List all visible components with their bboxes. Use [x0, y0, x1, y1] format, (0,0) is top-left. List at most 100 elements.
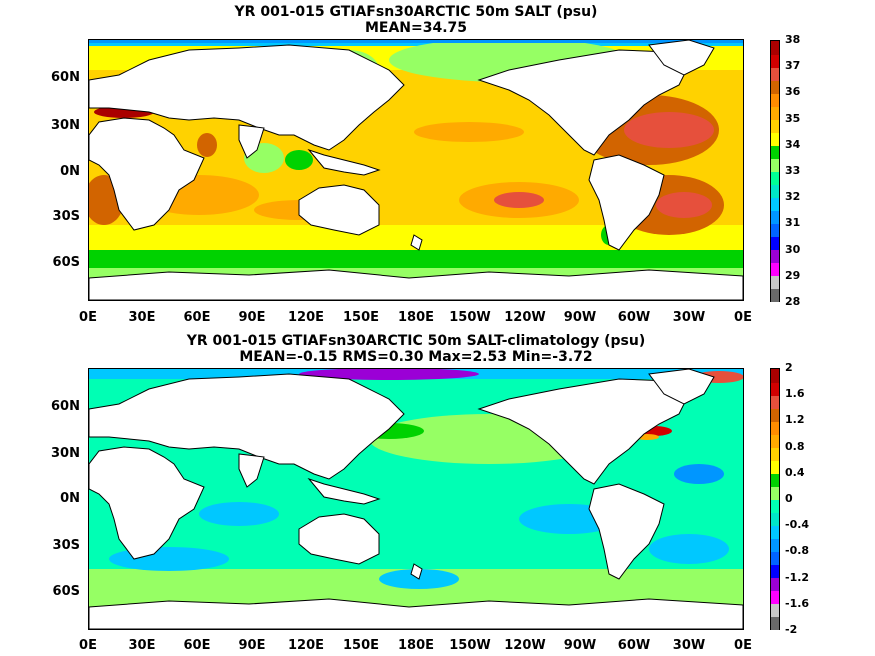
bottom-lon-label: 0E: [734, 638, 752, 653]
top-colorbar-tick: 29: [785, 268, 801, 282]
top-colorbar-tick: 38: [785, 33, 801, 46]
bottom-colorbar-segment: [771, 577, 779, 591]
bottom-lat-60s: 60S: [52, 584, 80, 599]
bottom-colorbar-tick: -2: [785, 623, 798, 636]
bottom-colorbar-segment: [771, 369, 779, 383]
top-lon-label: 0E: [79, 310, 97, 325]
top-colorbar-segment: [771, 210, 779, 224]
bottom-lat-0n: 0N: [60, 491, 80, 506]
top-map-canvas: [89, 40, 743, 300]
bottom-colorbar-tick: 1.6: [785, 387, 805, 401]
bottom-colorbar-tick: -0.8: [785, 544, 810, 558]
bottom-colorbar: [770, 368, 780, 630]
top-lon-label: 150W: [449, 310, 491, 325]
bottom-colorbar-tick: 2: [785, 361, 793, 374]
top-colorbar-tick: 34: [785, 137, 801, 151]
bottom-colorbar-segment: [771, 486, 779, 500]
top-colorbar-tick: 36: [785, 85, 801, 99]
bottom-colorbar-tick: -0.4: [785, 518, 810, 532]
bottom-lon-label: 0E: [79, 638, 97, 653]
top-lon-label: 60W: [617, 310, 651, 325]
top-colorbar-segment: [771, 171, 779, 185]
bottom-colorbar-tick: -1.6: [785, 596, 810, 610]
bottom-colorbar-tick: 0.4: [785, 465, 805, 479]
top-colorbar-tick: 31: [785, 216, 801, 230]
top-colorbar-segment: [771, 288, 779, 302]
bottom-colorbar-segment: [771, 538, 779, 552]
bottom-lon-label: 60E: [183, 638, 211, 653]
top-lat-60s: 60S: [52, 255, 80, 270]
bottom-colorbar-tick: 0.8: [785, 439, 805, 453]
top-colorbar-segment: [771, 262, 779, 276]
top-lat-30n: 30N: [51, 118, 80, 133]
top-lon-label: 150E: [342, 310, 380, 325]
top-lat-60n: 60N: [51, 70, 80, 85]
top-salinity-map: [88, 39, 744, 301]
bottom-lon-label: 180E: [397, 638, 435, 653]
top-lon-label: 120E: [287, 310, 325, 325]
top-colorbar-segment: [771, 132, 779, 146]
top-colorbar-segment: [771, 41, 779, 55]
top-colorbar-segment: [771, 236, 779, 250]
bottom-colorbar-segment: [771, 564, 779, 578]
bottom-colorbar-segment: [771, 473, 779, 487]
bottom-colorbar-segment: [771, 525, 779, 539]
top-lat-30s: 30S: [52, 209, 80, 224]
bottom-map-canvas: [89, 369, 743, 629]
top-colorbar-segment: [771, 223, 779, 237]
bottom-lon-label: 120E: [287, 638, 325, 653]
top-colorbar-segment: [771, 145, 779, 159]
top-colorbar-segment: [771, 119, 779, 133]
top-lat-0n: 0N: [60, 164, 80, 179]
bottom-lon-label: 30W: [672, 638, 706, 653]
bottom-colorbar-tick: 0: [785, 492, 793, 505]
bottom-map-title: YR 001-015 GTIAFsn30ARCTIC 50m SALT-clim…: [186, 333, 646, 349]
bottom-colorbar-tick: -1.2: [785, 570, 810, 584]
bottom-colorbar-segment: [771, 616, 779, 630]
top-colorbar-segment: [771, 93, 779, 107]
top-colorbar-segment: [771, 184, 779, 198]
bottom-colorbar-segment: [771, 408, 779, 422]
top-colorbar-segment: [771, 158, 779, 172]
bottom-colorbar-segment: [771, 603, 779, 617]
bottom-colorbar-segment: [771, 395, 779, 409]
top-colorbar-segment: [771, 106, 779, 120]
top-colorbar-tick: 30: [785, 242, 801, 256]
top-colorbar-segment: [771, 197, 779, 211]
top-lon-label: 120W: [504, 310, 546, 325]
top-lon-label: 0E: [734, 310, 752, 325]
bottom-lon-label: 150E: [342, 638, 380, 653]
top-colorbar-segment: [771, 249, 779, 263]
top-colorbar-segment: [771, 275, 779, 289]
bottom-lon-label: 60W: [617, 638, 651, 653]
top-colorbar: [770, 40, 780, 302]
top-colorbar-segment: [771, 67, 779, 81]
bottom-colorbar-segment: [771, 499, 779, 513]
bottom-lon-label: 90W: [563, 638, 597, 653]
bottom-colorbar-segment: [771, 460, 779, 474]
bottom-colorbar-tick: 1.2: [785, 413, 805, 427]
bottom-map-subtitle: MEAN=-0.15 RMS=0.30 Max=2.53 Min=-3.72: [239, 349, 593, 365]
top-map-subtitle: MEAN=34.75: [364, 20, 468, 36]
top-lon-label: 90W: [563, 310, 597, 325]
bottom-lon-label: 90E: [238, 638, 266, 653]
bottom-lat-30n: 30N: [51, 446, 80, 461]
bottom-colorbar-segment: [771, 447, 779, 461]
bottom-lon-label: 120W: [504, 638, 546, 653]
top-colorbar-tick: 37: [785, 59, 801, 73]
bottom-colorbar-segment: [771, 421, 779, 435]
top-colorbar-tick: 33: [785, 164, 801, 177]
bottom-colorbar-segment: [771, 590, 779, 604]
bottom-lon-label: 150W: [449, 638, 491, 653]
top-map-title: YR 001-015 GTIAFsn30ARCTIC 50m SALT (psu…: [234, 4, 598, 20]
top-colorbar-tick: 35: [785, 111, 801, 125]
bottom-colorbar-segment: [771, 434, 779, 448]
bottom-lat-60n: 60N: [51, 399, 80, 414]
bottom-lat-30s: 30S: [52, 538, 80, 553]
top-lon-label: 180E: [397, 310, 435, 325]
top-colorbar-segment: [771, 80, 779, 94]
bottom-lon-label: 30E: [128, 638, 156, 653]
top-colorbar-tick: 28: [785, 295, 801, 308]
top-lon-label: 30W: [672, 310, 706, 325]
bottom-anomaly-map: [88, 368, 744, 630]
